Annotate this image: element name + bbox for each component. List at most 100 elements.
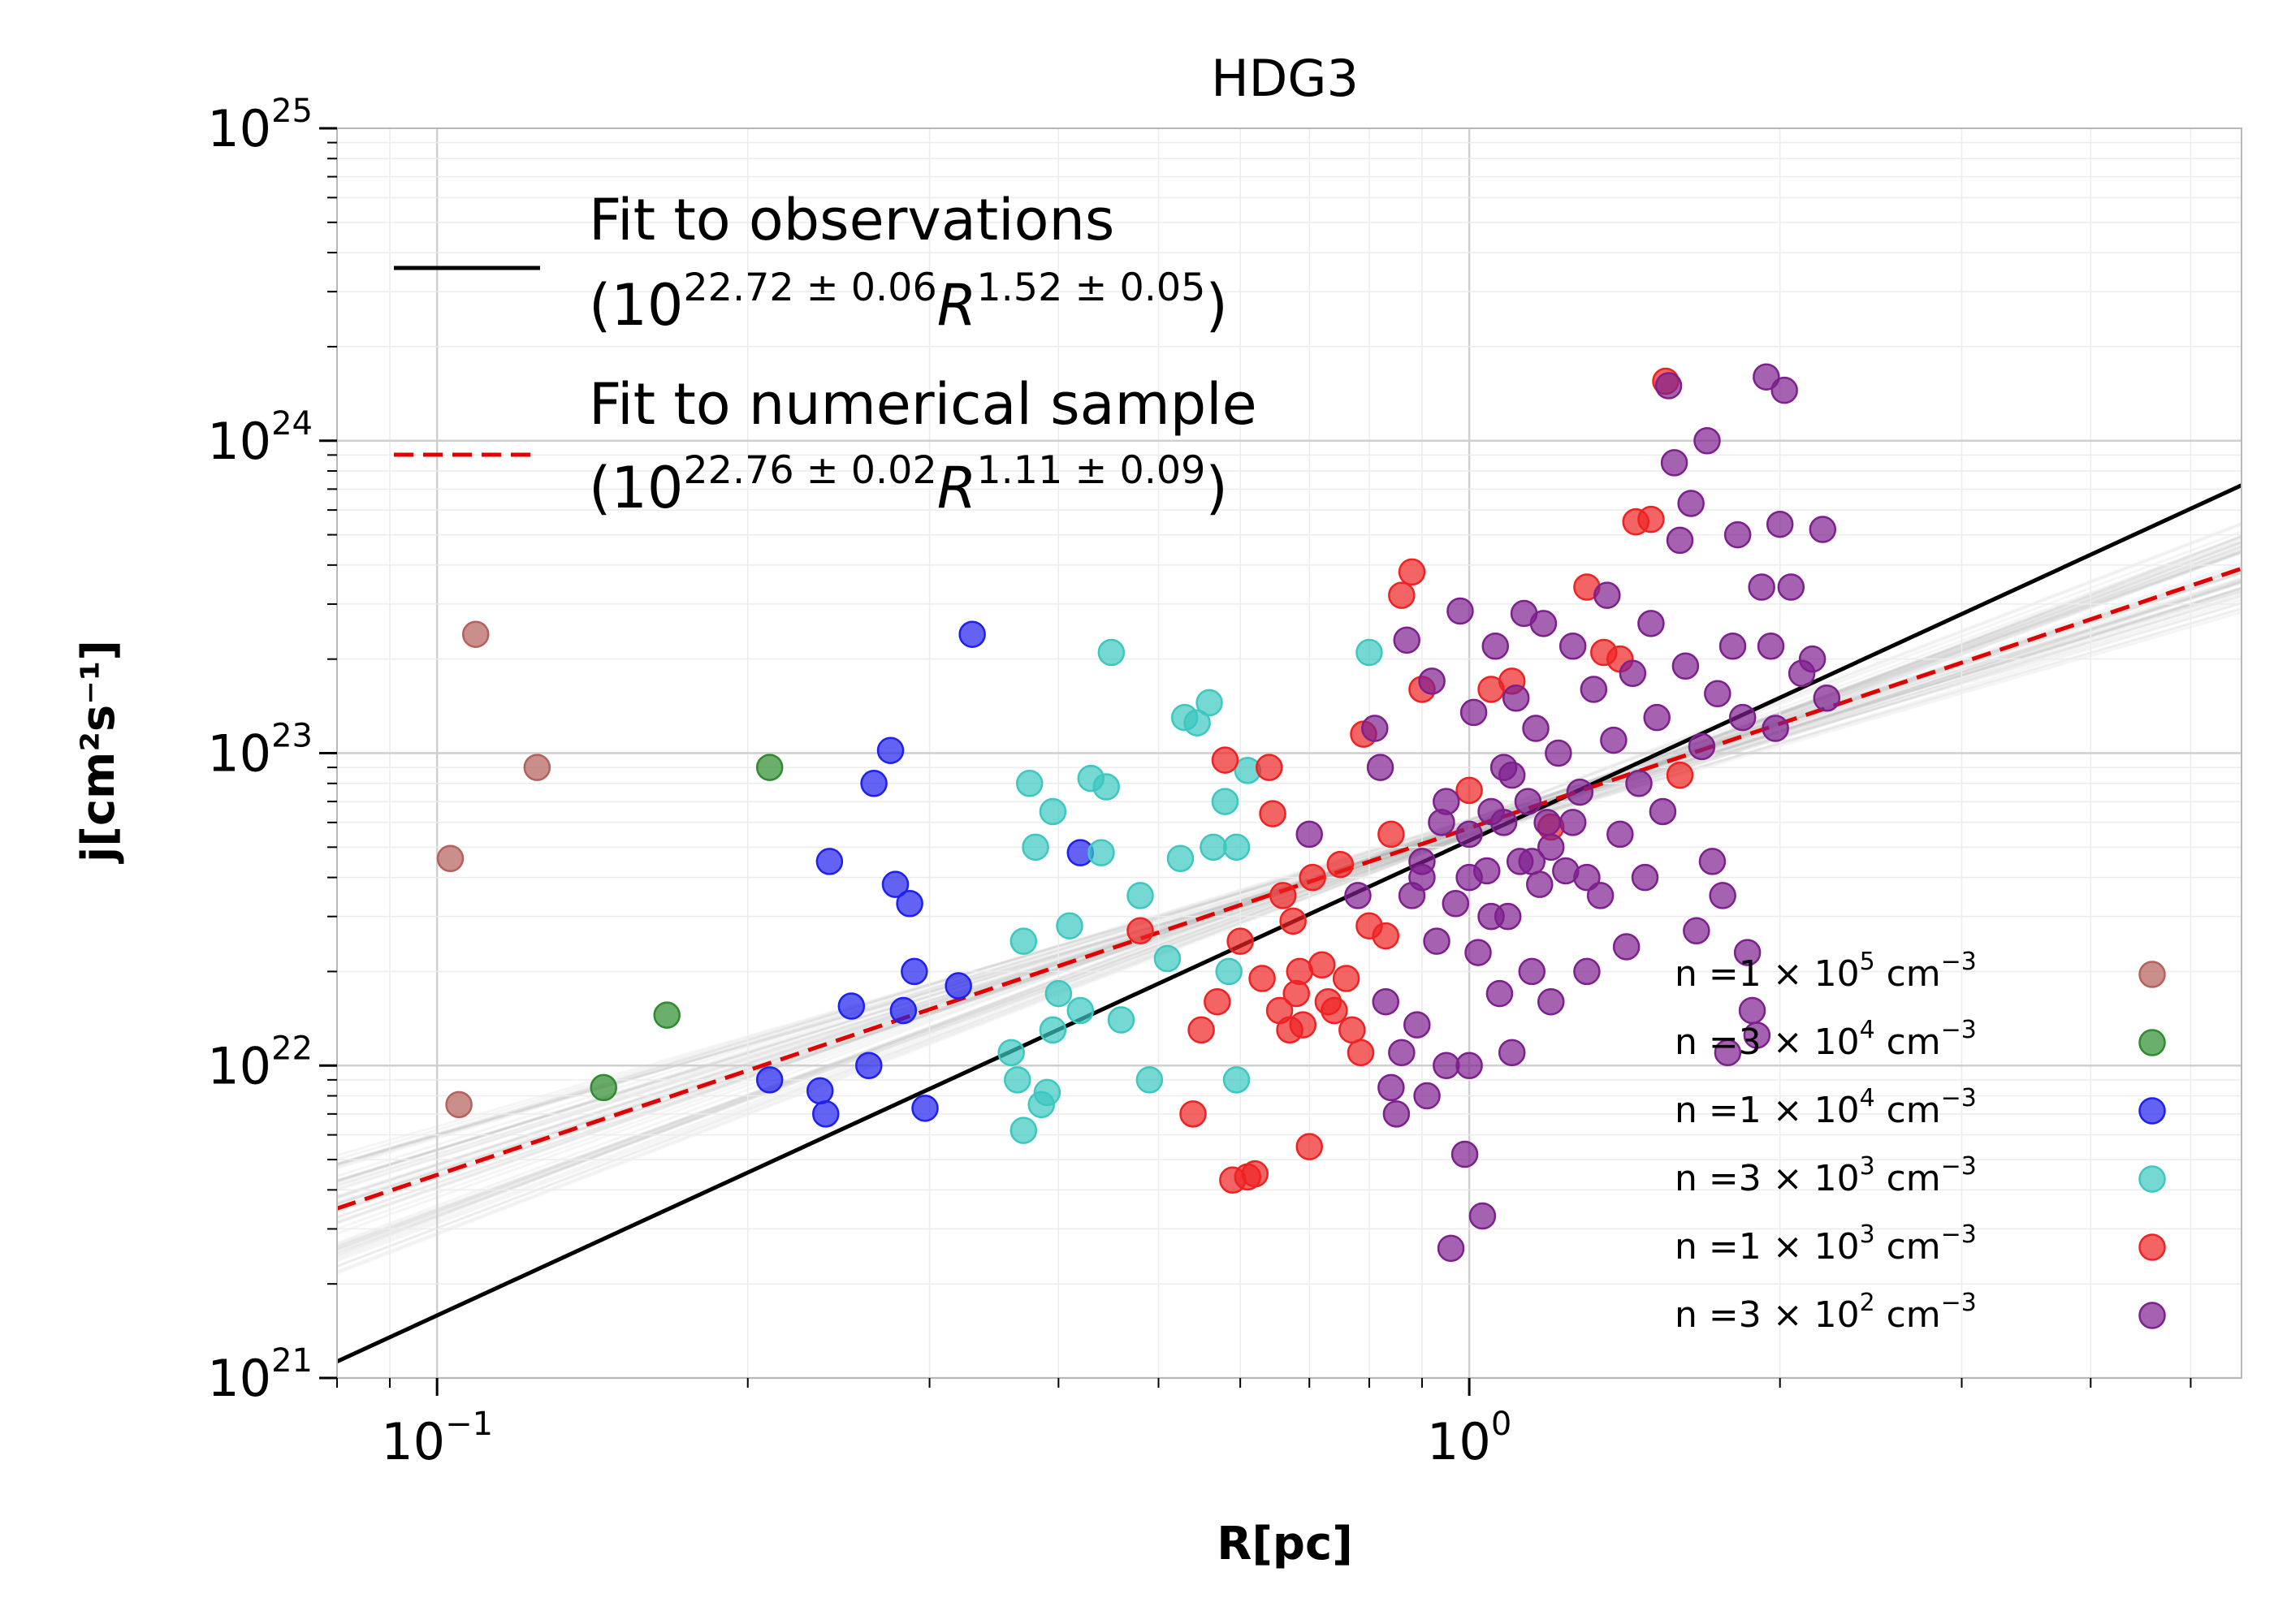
legend-marker [2138, 1029, 2166, 1056]
data-point [1135, 1066, 1164, 1094]
legend-label-pre: n =3 × 10 [1675, 1158, 1860, 1199]
data-point [901, 957, 928, 986]
legend-series-label: n =1 × 104 cm−3 [1675, 1084, 1977, 1131]
data-point [1398, 558, 1426, 586]
formula-exp: 22.76 ± 0.02 [683, 448, 936, 493]
data-point [1600, 726, 1628, 754]
data-point [1259, 800, 1286, 827]
data-point [1723, 520, 1752, 549]
data-point [755, 1066, 784, 1094]
data-point [1282, 979, 1310, 1008]
data-point [1004, 1066, 1031, 1094]
legend-marker [2138, 1097, 2166, 1125]
data-point [1777, 573, 1805, 601]
formula-var: R [937, 455, 977, 521]
data-point [1015, 770, 1044, 797]
data-point [1087, 839, 1115, 866]
band-line [337, 587, 2242, 1165]
data-point [1770, 376, 1798, 404]
data-point [1269, 882, 1297, 909]
data-point [1498, 761, 1526, 789]
data-point [590, 1073, 618, 1102]
data-point [1529, 610, 1558, 637]
y-tick-label: 1022 [207, 1030, 313, 1095]
data-point [1066, 996, 1095, 1025]
legend-observations-title: Fit to observations [589, 187, 1114, 253]
tick-base: 10 [1427, 1412, 1491, 1471]
data-point [1299, 863, 1326, 892]
data-point [1637, 610, 1665, 637]
legend-label-unit: cm [1875, 1021, 1941, 1063]
data-point [1308, 951, 1336, 979]
series-legend: n =1 × 10 5 cm−3n =3 × 104 cm−3 n =1 × 104… [1675, 948, 2166, 1336]
data-point [1654, 372, 1683, 400]
data-point [1153, 944, 1182, 973]
data-point [1468, 1202, 1497, 1230]
data-point [1377, 1073, 1405, 1102]
legend-label-exp: 5 [1860, 948, 1875, 976]
legend-series-label: n =3 × 104 cm−3 [1675, 1016, 1977, 1063]
data-point [1809, 516, 1837, 543]
formula-exp: 22.72 ± 0.06 [683, 266, 936, 310]
data-point [1559, 633, 1587, 660]
legend-label-pre: n =3 × 10 [1675, 1021, 1860, 1063]
formula-var: R [937, 272, 977, 339]
legend-numerical-title: Fit to numerical sample [589, 371, 1257, 438]
data-point [1718, 633, 1747, 660]
data-point [1388, 1039, 1416, 1067]
data-point [1256, 754, 1283, 781]
data-point [1455, 1052, 1483, 1079]
data-point [1286, 957, 1314, 986]
data-point [436, 844, 465, 873]
data-point [1039, 797, 1067, 826]
data-point [1344, 882, 1372, 909]
data-point [1537, 987, 1565, 1016]
data-point [1753, 363, 1780, 391]
legend-series-label: n =1 × 103 cm−3 [1675, 1220, 1977, 1268]
data-point [1743, 1021, 1771, 1049]
data-point [755, 754, 784, 781]
legend-label-unit-exp: −3 [1941, 1016, 1977, 1044]
data-point [815, 848, 844, 875]
data-point [1321, 996, 1348, 1025]
data-point [1361, 715, 1389, 742]
data-point [1044, 979, 1073, 1008]
data-point [1187, 1016, 1215, 1044]
data-point [1537, 833, 1565, 862]
data-point [1573, 863, 1601, 892]
data-point [1200, 833, 1227, 862]
data-point [1649, 797, 1677, 826]
data-point [1566, 778, 1594, 806]
data-point [1580, 676, 1608, 703]
data-point [1126, 882, 1154, 909]
x-tick-label: 10−1 [381, 1406, 493, 1471]
formula-pow: 1.11 ± 0.09 [976, 448, 1205, 493]
data-point [1514, 788, 1542, 815]
data-point [1533, 809, 1561, 836]
data-point [1709, 882, 1736, 909]
data-point [1666, 526, 1694, 555]
data-point [881, 870, 910, 898]
data-point [1643, 703, 1671, 732]
data-point [1660, 449, 1688, 477]
data-point [1677, 490, 1705, 517]
y-tick-label: 1025 [207, 93, 313, 158]
data-point [860, 770, 888, 797]
data-point [1295, 1133, 1323, 1160]
data-point [445, 1091, 473, 1119]
chart-title: HDG3 [1211, 49, 1359, 108]
data-point [653, 1001, 681, 1029]
data-point [1437, 1234, 1465, 1263]
data-point [1423, 927, 1450, 955]
tick-exponent: 22 [271, 1030, 313, 1067]
data-point [1757, 633, 1785, 660]
data-point [1241, 1160, 1269, 1188]
data-point [1573, 957, 1601, 986]
tick-exponent: 25 [271, 93, 313, 130]
data-point [1366, 754, 1394, 781]
data-point [1522, 715, 1550, 742]
data-point [1372, 987, 1400, 1016]
data-point [1022, 833, 1049, 862]
legend-label-pre: n =1 × 10 [1675, 1090, 1860, 1131]
